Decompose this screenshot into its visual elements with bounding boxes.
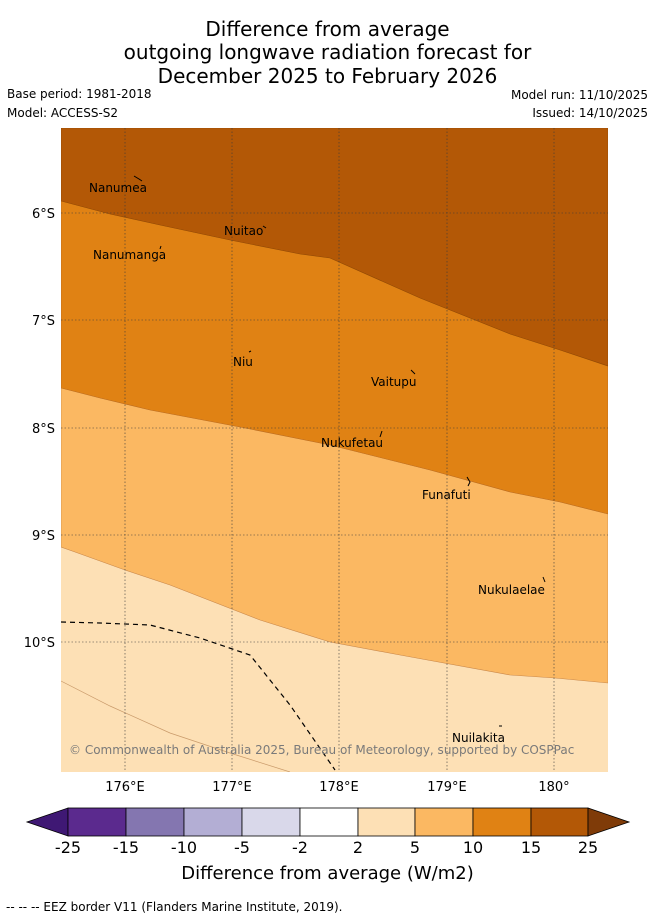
- colorbar-tick-minus10: -10: [170, 838, 198, 857]
- issued-date: Issued: 14/10/2025: [532, 106, 648, 120]
- lat-labels: 6°S 7°S 8°S 9°S 10°S: [24, 207, 55, 651]
- island-labels: Nanumea Nuitao Nanumanga Niu Vaitupu Nuk…: [89, 181, 545, 745]
- colorbar-extend-low: [25, 807, 69, 837]
- colorbar-tick-minus15: -15: [112, 838, 140, 857]
- colorbar-tick-25: 25: [577, 838, 599, 857]
- lon-labels: 176°E 177°E 178°E 179°E 180°: [105, 780, 569, 795]
- island-label-nukulaelae: Nukulaelae: [478, 583, 545, 597]
- colorbar-swatch-minus10-minus5: [183, 807, 243, 837]
- colorbar-tick-2: 2: [352, 838, 364, 857]
- island-label-nuitao: Nuitao: [224, 224, 263, 238]
- gridlines: [61, 128, 608, 772]
- colorbar-swatch-15-25: [530, 807, 589, 837]
- island-label-niu: Niu: [233, 355, 253, 369]
- lon-label-177e: 177°E: [212, 780, 252, 795]
- colorbar: [25, 807, 631, 837]
- island-label-funafuti: Funafuti: [422, 488, 471, 502]
- island-label-vaitupu: Vaitupu: [371, 375, 417, 389]
- colorbar-swatch-5-10: [414, 807, 474, 837]
- island-outlines: [133, 175, 546, 727]
- colorbar-extend-high: [587, 807, 631, 837]
- colorbar-tick-minus5: -5: [234, 838, 250, 857]
- colorbar-swatch-minus25-minus15: [67, 807, 127, 837]
- eez-border: [61, 621, 336, 771]
- lat-label-10s: 10°S: [24, 636, 55, 651]
- colorbar-tick-10: 10: [462, 838, 484, 857]
- colorbar-swatch-minus2-2: [299, 807, 359, 837]
- lon-label-180: 180°: [538, 780, 569, 795]
- band-15-to-25: [61, 128, 608, 367]
- model-run-date: Model run: 11/10/2025: [510, 88, 648, 102]
- lat-label-7s: 7°S: [32, 314, 55, 329]
- title-line-3: December 2025 to February 2026: [157, 64, 498, 88]
- island-label-nanumea: Nanumea: [89, 181, 147, 195]
- title-line-2: outgoing longwave radiation forecast for: [123, 40, 532, 64]
- colorbar-swatch-minus5-minus2: [241, 807, 301, 837]
- colorbar-label: Difference from average (W/m2): [181, 863, 474, 884]
- lat-label-9s: 9°S: [32, 529, 55, 544]
- island-label-nanumanga: Nanumanga: [93, 248, 166, 262]
- lon-label-178e: 178°E: [319, 780, 359, 795]
- lat-label-8s: 8°S: [32, 422, 55, 437]
- title-line-1: Difference from average: [205, 17, 450, 41]
- map-plot-area: Nanumea Nuitao Nanumanga Niu Vaitupu Nuk…: [61, 128, 608, 772]
- eez-footnote: -- -- -- EEZ border V11 (Flanders Marine…: [6, 900, 343, 914]
- lower-contour-line: [61, 680, 291, 772]
- lon-label-179e: 179°E: [427, 780, 467, 795]
- island-label-nuilakita: Nuilakita: [452, 731, 505, 745]
- base-period: Base period: 1981-2018: [7, 87, 152, 101]
- colorbar-tick-minus2: -2: [292, 838, 308, 857]
- colorbar-tick-15: 15: [520, 838, 542, 857]
- colorbar-tick-minus25: -25: [54, 838, 82, 857]
- model-name: Model: ACCESS-S2: [7, 106, 119, 120]
- colorbar-tick-5: 5: [409, 838, 421, 857]
- lat-label-6s: 6°S: [32, 207, 55, 222]
- colorbar-swatch-10-15: [472, 807, 532, 837]
- lon-label-176e: 176°E: [105, 780, 145, 795]
- island-label-nukufetau: Nukufetau: [321, 436, 383, 450]
- colorbar-swatch-2-5: [357, 807, 416, 837]
- copyright-notice: © Commonwealth of Australia 2025, Bureau…: [69, 743, 574, 757]
- colorbar-swatch-minus15-minus10: [125, 807, 185, 837]
